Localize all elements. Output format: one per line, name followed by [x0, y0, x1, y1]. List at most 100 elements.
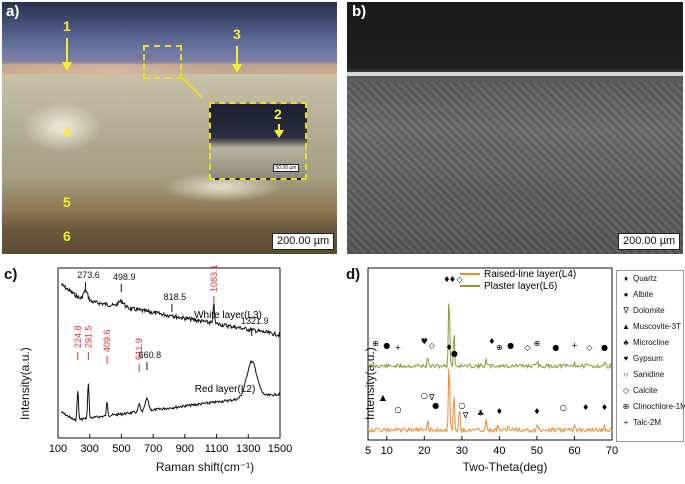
- phase-name: Microcline: [633, 338, 670, 347]
- phase-symbol-icon: ♥: [623, 354, 629, 363]
- xrd-phase-marker: ●: [552, 343, 559, 352]
- xrd-phase-marker: +: [395, 343, 402, 352]
- raman-line-white-layer: [60, 282, 281, 339]
- phase-symbol-icon: ◇: [622, 386, 630, 395]
- raman-peak-label: 224.8: [73, 325, 83, 348]
- xrd-phase-marker: ○: [560, 403, 567, 412]
- phase-legend-item: ♦ Quartz: [617, 271, 683, 287]
- raman-x-tick-label: 700: [144, 443, 162, 455]
- xrd-phase-marker: ∇: [462, 411, 469, 420]
- phase-symbol-icon: ∇: [623, 306, 629, 315]
- phase-legend-item: ● Albite: [617, 287, 683, 303]
- raman-peak-label: 409.6: [102, 329, 112, 352]
- xrd-phase-marker: ♣: [477, 409, 484, 418]
- xrd-phase-marker: ♦: [488, 337, 495, 346]
- xrd-phase-marker: ⊕: [372, 339, 379, 348]
- raman-peak-label: 1083.1: [209, 264, 219, 292]
- xrd-phase-marker: ♦: [601, 403, 608, 412]
- phase-name: Dolomite: [633, 306, 665, 315]
- raman-x-tick-label: 100: [49, 443, 67, 455]
- xrd-x-axis-label: Two-Theta(deg): [462, 460, 548, 474]
- xrd-x-tick-label: 70: [606, 445, 618, 457]
- xrd-phase-marker: ●: [601, 343, 608, 352]
- panel-label-b: b): [352, 3, 367, 20]
- phase-symbol-icon: ●: [623, 290, 629, 299]
- xrd-phase-marker: ∇: [428, 393, 435, 402]
- xrd-x-tick-label: 20: [418, 445, 430, 457]
- xrd-phase-marker: ◇: [457, 275, 464, 284]
- phase-symbol-icon: ▲: [622, 322, 630, 331]
- raman-peak-label: 1321.9: [241, 316, 269, 326]
- marker-1: 1: [63, 18, 71, 34]
- phase-legend-item: ○ Sanidine: [617, 367, 683, 383]
- raman-line-red-layer: [60, 360, 281, 422]
- marker-4: 4: [63, 124, 71, 140]
- xrd-legend-label: Raised-line layer(L4): [484, 269, 576, 280]
- phase-name: Gypsum: [633, 354, 663, 363]
- xrd-phase-marker: ♦: [443, 275, 450, 284]
- xrd-plot-frame: [367, 267, 613, 441]
- xrd-line-plaster-layer: [367, 303, 613, 370]
- phase-name: Calcite: [633, 386, 658, 395]
- raman-x-tick-label: 1100: [205, 443, 229, 455]
- phase-legend-item: ♥ Gypsum: [617, 351, 683, 367]
- xrd-phase-marker: ●: [507, 341, 514, 350]
- scale-bar-a: 200.00 µm: [272, 233, 335, 250]
- xrd-chart: 5 10 20 30 40 50 60 70⊕ ● + ◇♥♦♦ ◇♦⊕ ● ◇ ⊕ ● + ◇ ●▲○○ ∇●♦●○…: [365, 267, 618, 457]
- phase-symbol-icon: ⊕: [622, 402, 630, 411]
- xrd-phase-marker: ◇: [586, 343, 593, 352]
- xrd-phase-marker: +: [571, 341, 578, 350]
- xrd-phase-marker: ◇: [524, 343, 531, 352]
- inset-scale-bar: 50.00 µm: [273, 164, 299, 172]
- phase-name: Albite: [633, 290, 654, 299]
- raman-peak-label: 660.8: [139, 350, 162, 360]
- panel-label-d: d): [346, 266, 361, 283]
- raman-x-axis-label: Raman shift(cm⁻¹): [155, 460, 255, 474]
- phase-symbol-icon: ♦: [623, 274, 629, 283]
- phase-legend-item: ▲ Muscovite-3T: [617, 319, 683, 335]
- xrd-phase-marker: ◇: [429, 341, 436, 350]
- raman-series-label-white: White layer(L3): [194, 310, 262, 321]
- raman-x-tick-label: 300: [81, 443, 99, 455]
- phase-symbol-icon: ○: [623, 370, 629, 379]
- xrd-phase-marker: ⊕: [496, 343, 503, 352]
- xrd-phase-marker: ●: [451, 349, 458, 358]
- xrd-phase-marker: ●: [383, 341, 390, 350]
- phase-symbol-icon: +: [623, 418, 629, 427]
- xrd-phase-marker: ⊕: [534, 339, 541, 348]
- xrd-x-tick-label: 10: [381, 445, 393, 457]
- panel-label-a: a): [6, 3, 20, 20]
- marker-6: 6: [63, 228, 71, 244]
- raman-plot-frame: [57, 267, 281, 439]
- raman-chart: 100 300 500 700 900 1100 1300 1500 273.6 498.9 818…: [49, 264, 292, 455]
- xrd-phase-marker: ●: [432, 401, 439, 410]
- marker-3: 3: [233, 26, 241, 42]
- xrd-legend-label: Plaster layer(L6): [484, 281, 557, 292]
- raman-peak-label: 498.9: [113, 272, 136, 282]
- raman-x-tick-label: 1300: [236, 443, 260, 455]
- phase-name: Talc-2M: [633, 418, 662, 427]
- xrd-phase-marker: ○: [458, 401, 465, 410]
- xrd-x-tick-label: 5: [365, 445, 371, 457]
- phase-name: Muscovite-3T: [633, 322, 682, 331]
- micro-arrows: [62, 38, 284, 138]
- optical-micrograph: 50.00 µm: [2, 2, 337, 254]
- raman-peak-label: 273.6: [77, 270, 100, 280]
- raman-peak-label: 291.5: [83, 325, 93, 348]
- phase-symbol-icon: ♣: [623, 338, 629, 347]
- sem-image: [347, 2, 683, 254]
- scale-bar-b: 200.00 µm: [618, 233, 681, 250]
- phase-name: Clinochlore-1Mllb: [633, 402, 685, 411]
- xrd-phase-marker: ♦: [496, 407, 503, 416]
- xrd-phase-marker: ♦: [582, 403, 589, 412]
- xrd-phase-marker: ♦: [533, 407, 540, 416]
- xrd-x-tick-label: 30: [456, 445, 468, 457]
- raman-peak-label: 818.5: [164, 292, 187, 302]
- phase-legend: ♦ Quartz ● Albite ∇ Dolomite ▲ Muscovite-3T ♣ Mic…: [616, 270, 685, 442]
- xrd-phase-marker: ♦: [449, 275, 456, 284]
- xrd-phase-marker: ▲: [380, 393, 387, 402]
- phase-legend-item: + Talc-2M: [617, 415, 683, 431]
- xrd-line-raised-line-layer: [367, 368, 613, 434]
- phase-name: Quartz: [633, 274, 658, 283]
- marker-2: 2: [274, 106, 282, 122]
